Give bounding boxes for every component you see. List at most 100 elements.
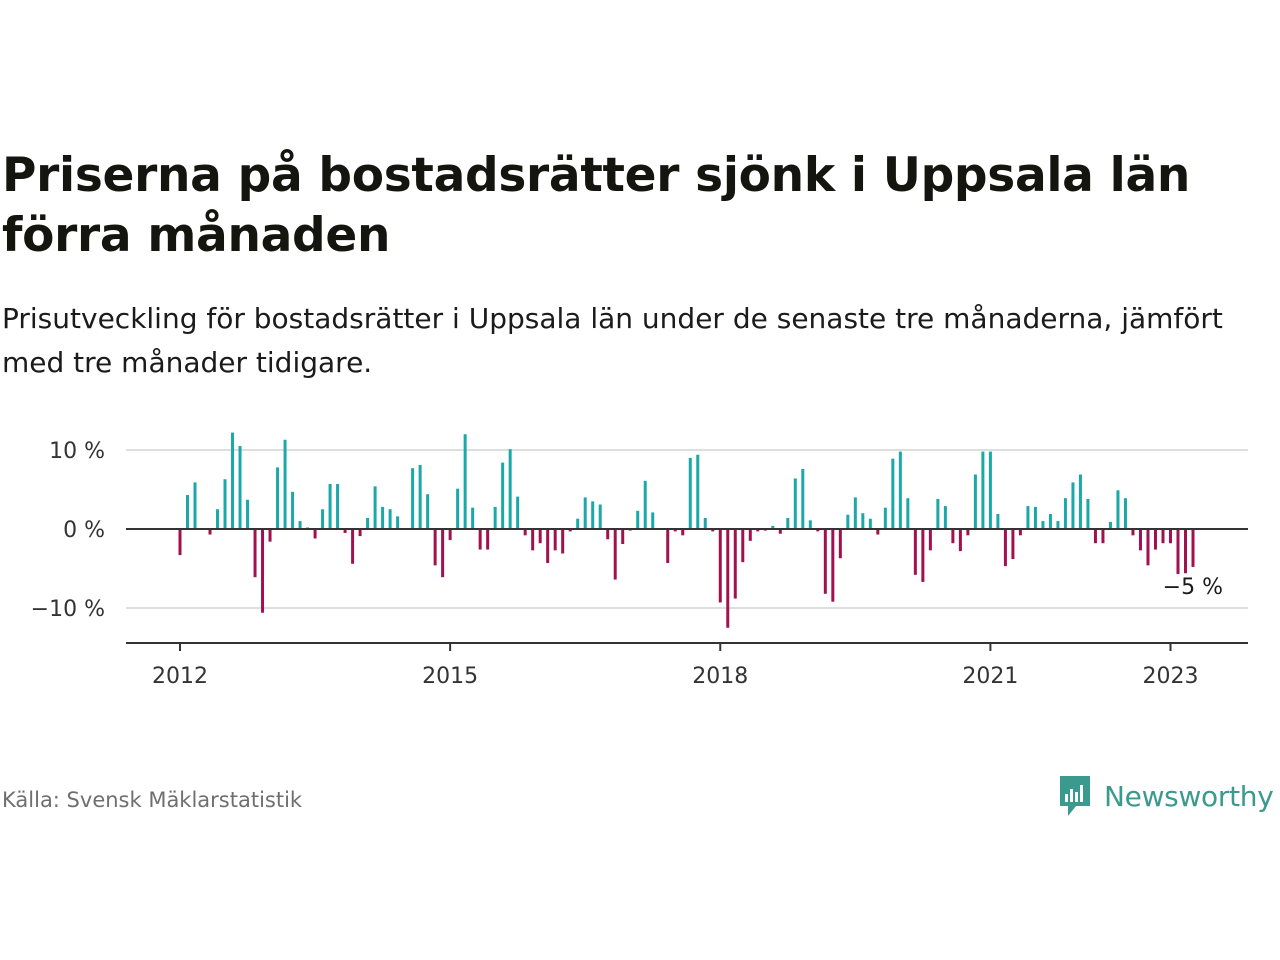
bar (958, 529, 962, 552)
bar (1063, 498, 1067, 529)
last-value-label: −5 % (1163, 575, 1223, 600)
bar (1131, 529, 1135, 536)
bar (1003, 529, 1007, 567)
bar (268, 529, 272, 542)
bar (966, 529, 970, 536)
bar (1191, 529, 1195, 567)
bar (1026, 506, 1030, 529)
bar (433, 529, 437, 566)
bar (996, 513, 1000, 529)
bar (553, 529, 557, 551)
price-change-bar-chart: 10 % 0 % −10 % 2012 2015 2018 2021 2023 −5 % (31, 432, 1248, 689)
bar (1011, 529, 1015, 560)
bar (696, 454, 700, 529)
bar (193, 482, 197, 529)
bar (418, 465, 422, 529)
bar (943, 506, 947, 529)
bar (516, 496, 520, 529)
bar (186, 495, 189, 529)
bar (718, 529, 722, 603)
bar (666, 529, 670, 563)
bar (358, 529, 362, 537)
bar (388, 509, 392, 529)
bar (373, 486, 377, 529)
bar (523, 529, 527, 536)
bar (831, 529, 835, 602)
bar (253, 529, 257, 578)
bar (621, 529, 625, 545)
newsworthy-logo-icon (1060, 776, 1090, 816)
axes: 2012 2015 2018 2021 2023 (126, 528, 1248, 689)
bar (898, 451, 902, 529)
bar (1101, 529, 1105, 544)
x-tick-label: 2015 (422, 664, 478, 689)
bar (793, 478, 797, 529)
bar (613, 529, 617, 580)
bar (381, 506, 385, 529)
bar (726, 529, 730, 628)
bar (906, 498, 910, 529)
bar (538, 529, 542, 544)
bar (531, 529, 535, 551)
x-tick-label: 2018 (692, 664, 748, 689)
y-tick-label: −10 % (31, 597, 105, 622)
bar (486, 529, 490, 550)
bar (328, 483, 332, 529)
chart-subtitle: Prisutveckling för bostadsrätter i Uppsa… (2, 302, 1223, 379)
brand-name: Newsworthy (1104, 779, 1274, 813)
bar (1056, 521, 1060, 529)
bar (208, 529, 212, 535)
bar (711, 529, 715, 532)
bar (448, 529, 452, 541)
bar (891, 458, 895, 529)
bar (1018, 529, 1022, 536)
bar (1184, 529, 1187, 574)
bar (508, 449, 512, 529)
bar (238, 446, 242, 529)
bar (861, 513, 865, 529)
bar (921, 529, 925, 582)
bar (1138, 529, 1142, 551)
bar (951, 529, 955, 544)
bar (1078, 474, 1082, 529)
bar (981, 451, 985, 529)
bar (786, 517, 790, 529)
bar (561, 529, 565, 554)
bar (808, 520, 812, 529)
bar (688, 457, 692, 529)
bar (876, 529, 880, 535)
bar (636, 510, 640, 529)
newsworthy-brand: Newsworthy (1058, 772, 1274, 820)
bar (868, 518, 872, 529)
bar (771, 525, 775, 529)
bar (1048, 513, 1052, 529)
bar (426, 494, 430, 529)
source-note: Källa: Svensk Mäklarstatistik (2, 788, 303, 812)
bar (1176, 529, 1180, 575)
bar (343, 529, 347, 533)
x-tick-label: 2012 (152, 664, 208, 689)
bar (493, 506, 497, 529)
bar (1086, 498, 1090, 529)
x-tick-label: 2021 (962, 664, 1018, 689)
bars (178, 432, 1195, 628)
chart-title: Priserna på bostadsrätter sjönk i Uppsal… (2, 148, 1191, 263)
bar (456, 488, 460, 529)
bar (216, 509, 220, 529)
bar (478, 529, 482, 550)
bar (1108, 521, 1112, 529)
gridlines: 10 % 0 % −10 % (31, 439, 1248, 622)
bar (741, 529, 745, 563)
bar (246, 499, 250, 529)
bar (853, 497, 857, 529)
bar (673, 529, 677, 532)
bar (396, 516, 400, 529)
bar (351, 529, 355, 564)
bar (1161, 529, 1165, 544)
bar (313, 529, 317, 539)
bar (231, 432, 235, 529)
bar (298, 521, 302, 529)
bar (1041, 521, 1045, 529)
bar (1033, 506, 1037, 529)
bar (756, 529, 760, 532)
